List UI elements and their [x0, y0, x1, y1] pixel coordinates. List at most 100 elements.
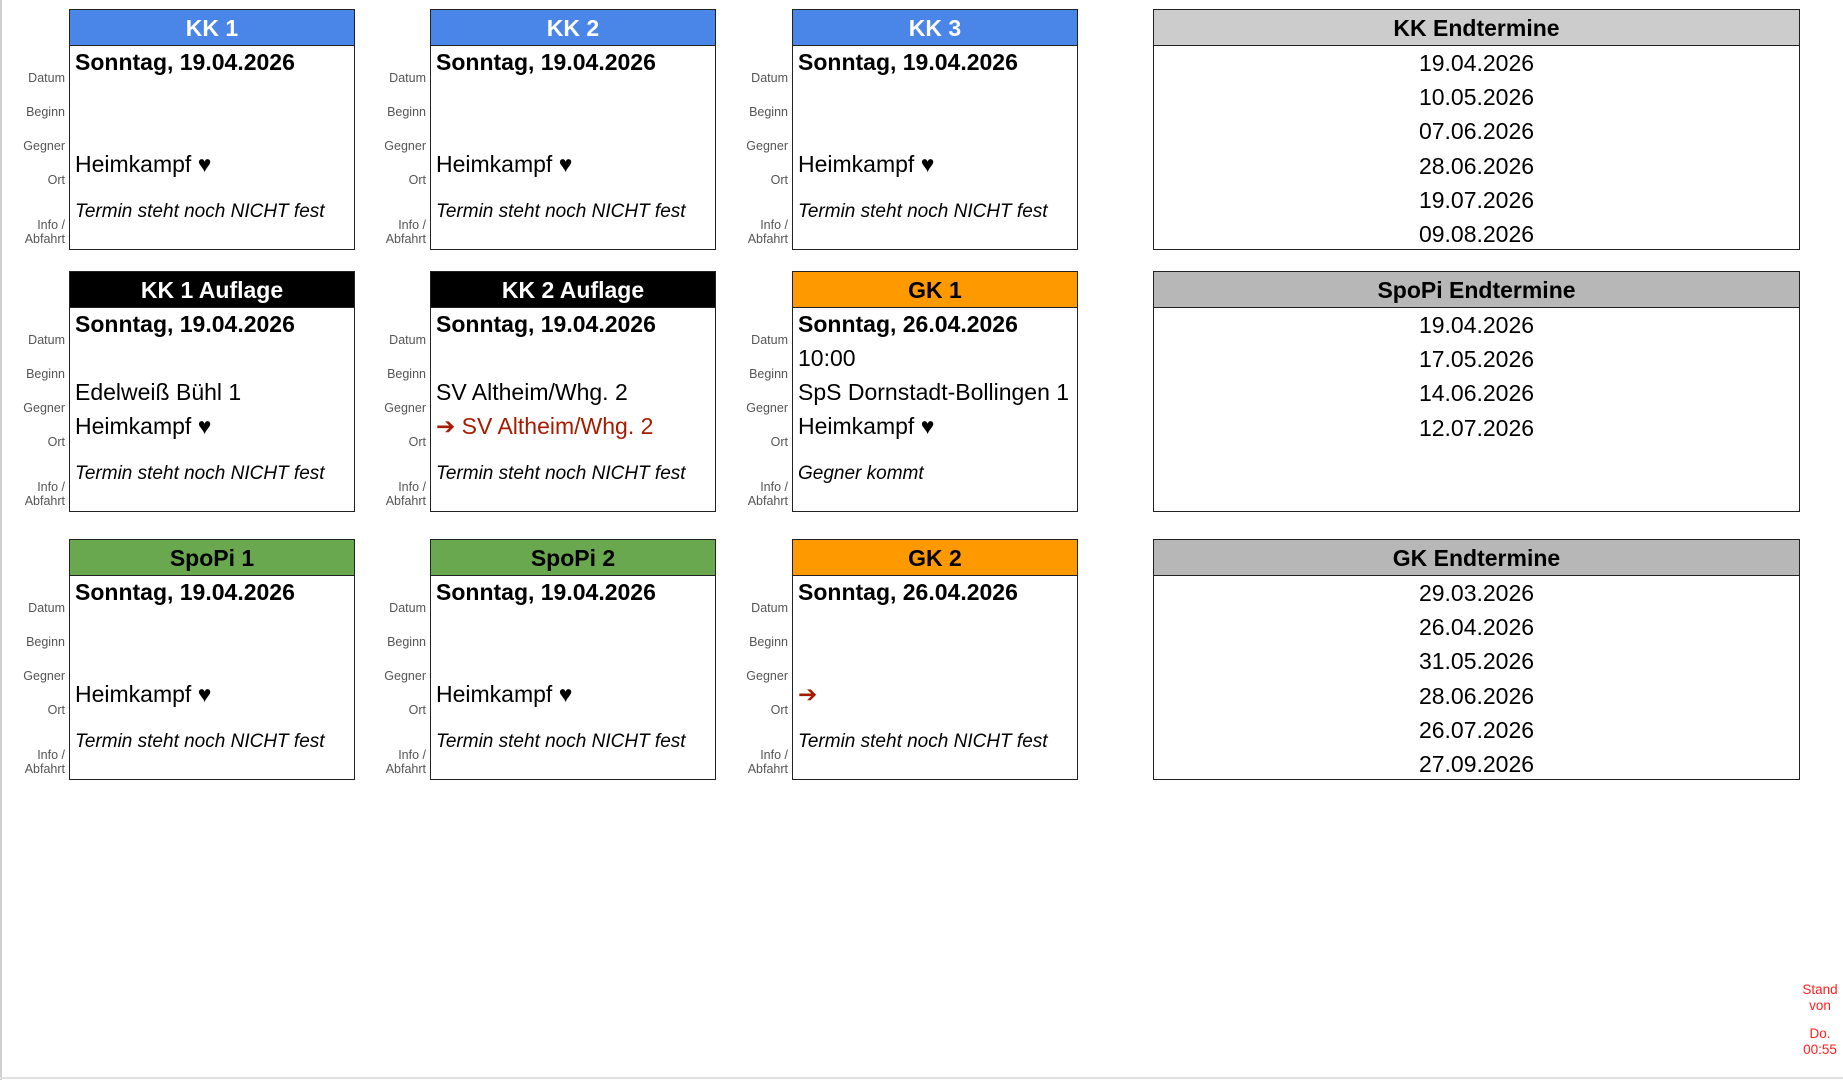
match-date: Sonntag, 19.04.2026: [75, 579, 295, 605]
match-info: Termin steht noch NICHT fest: [436, 201, 686, 222]
row-labels: Datum Beginn Gegner Ort Info / Abfahrt: [364, 9, 426, 250]
match-info: Termin steht noch NICHT fest: [75, 201, 325, 222]
row-labels: Datum Beginn Gegner Ort Info / Abfahrt: [3, 271, 65, 512]
end-dates-title: GK Endtermine: [1154, 540, 1799, 576]
label-beginn: Beginn: [26, 367, 65, 381]
label-datum: Datum: [389, 71, 426, 85]
label-gegner: Gegner: [746, 139, 788, 153]
stand-line1: Stand: [1802, 982, 1838, 997]
match-info: Gegner kommt: [798, 463, 924, 484]
stand-line4: 00:55: [1803, 1042, 1837, 1057]
end-dates-title: SpoPi Endtermine: [1154, 272, 1799, 308]
row-labels: Datum Beginn Gegner Ort Info / Abfahrt: [364, 539, 426, 780]
opponent: Edelweiß Bühl 1: [75, 379, 242, 405]
venue: Heimkampf ♥: [436, 681, 573, 707]
end-dates-panel: SpoPi Endtermine 19.04.2026 17.05.2026 14.0…: [1153, 271, 1800, 512]
stand-line2: von: [1809, 998, 1831, 1013]
team-title: KK 2: [431, 10, 715, 46]
opponent: [431, 644, 715, 678]
label-abfahrt: Abfahrt: [24, 232, 65, 246]
match-start: [70, 342, 354, 376]
end-dates-panel: GK Endtermine 29.03.2026 26.04.2026 31.05.2…: [1153, 539, 1800, 780]
opponent: [70, 114, 354, 148]
team-title: GK 2: [793, 540, 1077, 576]
match-date: Sonntag, 19.04.2026: [798, 49, 1018, 75]
label-info: Info /: [398, 480, 426, 494]
row-labels: Datum Beginn Gegner Ort Info / Abfahrt: [364, 271, 426, 512]
label-info: Info /: [760, 480, 788, 494]
label-ort: Ort: [47, 435, 65, 449]
label-info: Info /: [760, 748, 788, 762]
venue: Heimkampf ♥: [75, 151, 212, 177]
label-ort: Ort: [770, 173, 788, 187]
row-labels: Datum Beginn Gegner Ort Info / Abfahrt: [726, 539, 788, 780]
label-ort: Ort: [770, 703, 788, 717]
row-labels: Datum Beginn Gegner Ort Info / Abfahrt: [3, 9, 65, 250]
match-start: [793, 610, 1077, 644]
label-datum: Datum: [751, 333, 788, 347]
row-labels: Datum Beginn Gegner Ort Info / Abfahrt: [3, 539, 65, 780]
venue: ➔: [798, 681, 818, 707]
end-date: 19.07.2026: [1418, 186, 1535, 213]
label-info: Info /: [398, 748, 426, 762]
label-beginn: Beginn: [387, 635, 426, 649]
label-abfahrt: Abfahrt: [747, 494, 788, 508]
end-date: 31.05.2026: [1418, 648, 1535, 675]
team-title: KK 2 Auflage: [431, 272, 715, 308]
team-title: SpoPi 2: [431, 540, 715, 576]
match-info: Termin steht noch NICHT fest: [75, 463, 325, 484]
opponent: [793, 644, 1077, 678]
row-labels: Datum Beginn Gegner Ort Info / Abfahrt: [726, 271, 788, 512]
team-title: GK 1: [793, 272, 1077, 308]
end-date: 17.05.2026: [1418, 346, 1535, 373]
label-info: Info /: [398, 218, 426, 232]
end-date: 10.05.2026: [1418, 84, 1535, 111]
match-start: [431, 80, 715, 114]
label-ort: Ort: [47, 173, 65, 187]
label-datum: Datum: [28, 333, 65, 347]
match-date: Sonntag, 19.04.2026: [75, 49, 295, 75]
match-start: 10:00: [798, 345, 856, 371]
label-gegner: Gegner: [746, 669, 788, 683]
match-date: Sonntag, 19.04.2026: [436, 311, 656, 337]
label-gegner: Gegner: [384, 139, 426, 153]
match-start: [793, 80, 1077, 114]
label-ort: Ort: [47, 703, 65, 717]
team-title: KK 1 Auflage: [70, 272, 354, 308]
label-gegner: Gegner: [384, 401, 426, 415]
match-date: Sonntag, 19.04.2026: [436, 49, 656, 75]
label-datum: Datum: [751, 71, 788, 85]
team-card: KK 3 Sonntag, 19.04.2026 Heimkampf ♥ Termin…: [792, 9, 1078, 250]
venue: Heimkampf ♥: [798, 413, 935, 439]
label-gegner: Gegner: [746, 401, 788, 415]
end-date: 26.07.2026: [1418, 716, 1535, 743]
end-date: 29.03.2026: [1418, 580, 1535, 606]
end-date: 27.09.2026: [1418, 750, 1535, 777]
bottom-border: [0, 1077, 1843, 1079]
end-date: 14.06.2026: [1418, 380, 1535, 407]
match-date: Sonntag, 19.04.2026: [75, 311, 295, 337]
opponent: [70, 644, 354, 678]
match-start: [70, 610, 354, 644]
team-title: SpoPi 1: [70, 540, 354, 576]
venue: Heimkampf ♥: [75, 413, 212, 439]
opponent: [793, 114, 1077, 148]
label-datum: Datum: [28, 601, 65, 615]
venue: ➔ SV Altheim/Whg. 2: [436, 413, 654, 439]
end-date: 28.06.2026: [1418, 682, 1535, 709]
label-abfahrt: Abfahrt: [385, 494, 426, 508]
label-beginn: Beginn: [387, 367, 426, 381]
opponent: [431, 114, 715, 148]
label-info: Info /: [37, 748, 65, 762]
label-ort: Ort: [408, 173, 426, 187]
team-card: KK 2 Auflage Sonntag, 19.04.2026 SV Althei…: [430, 271, 716, 512]
label-abfahrt: Abfahrt: [385, 762, 426, 776]
end-date: 09.08.2026: [1418, 220, 1535, 247]
team-title: KK 1: [70, 10, 354, 46]
label-datum: Datum: [751, 601, 788, 615]
match-info: Termin steht noch NICHT fest: [75, 731, 325, 752]
label-datum: Datum: [389, 333, 426, 347]
team-card: KK 2 Sonntag, 19.04.2026 Heimkampf ♥ Termin…: [430, 9, 716, 250]
match-date: Sonntag, 26.04.2026: [798, 579, 1018, 605]
match-info: Termin steht noch NICHT fest: [436, 731, 686, 752]
